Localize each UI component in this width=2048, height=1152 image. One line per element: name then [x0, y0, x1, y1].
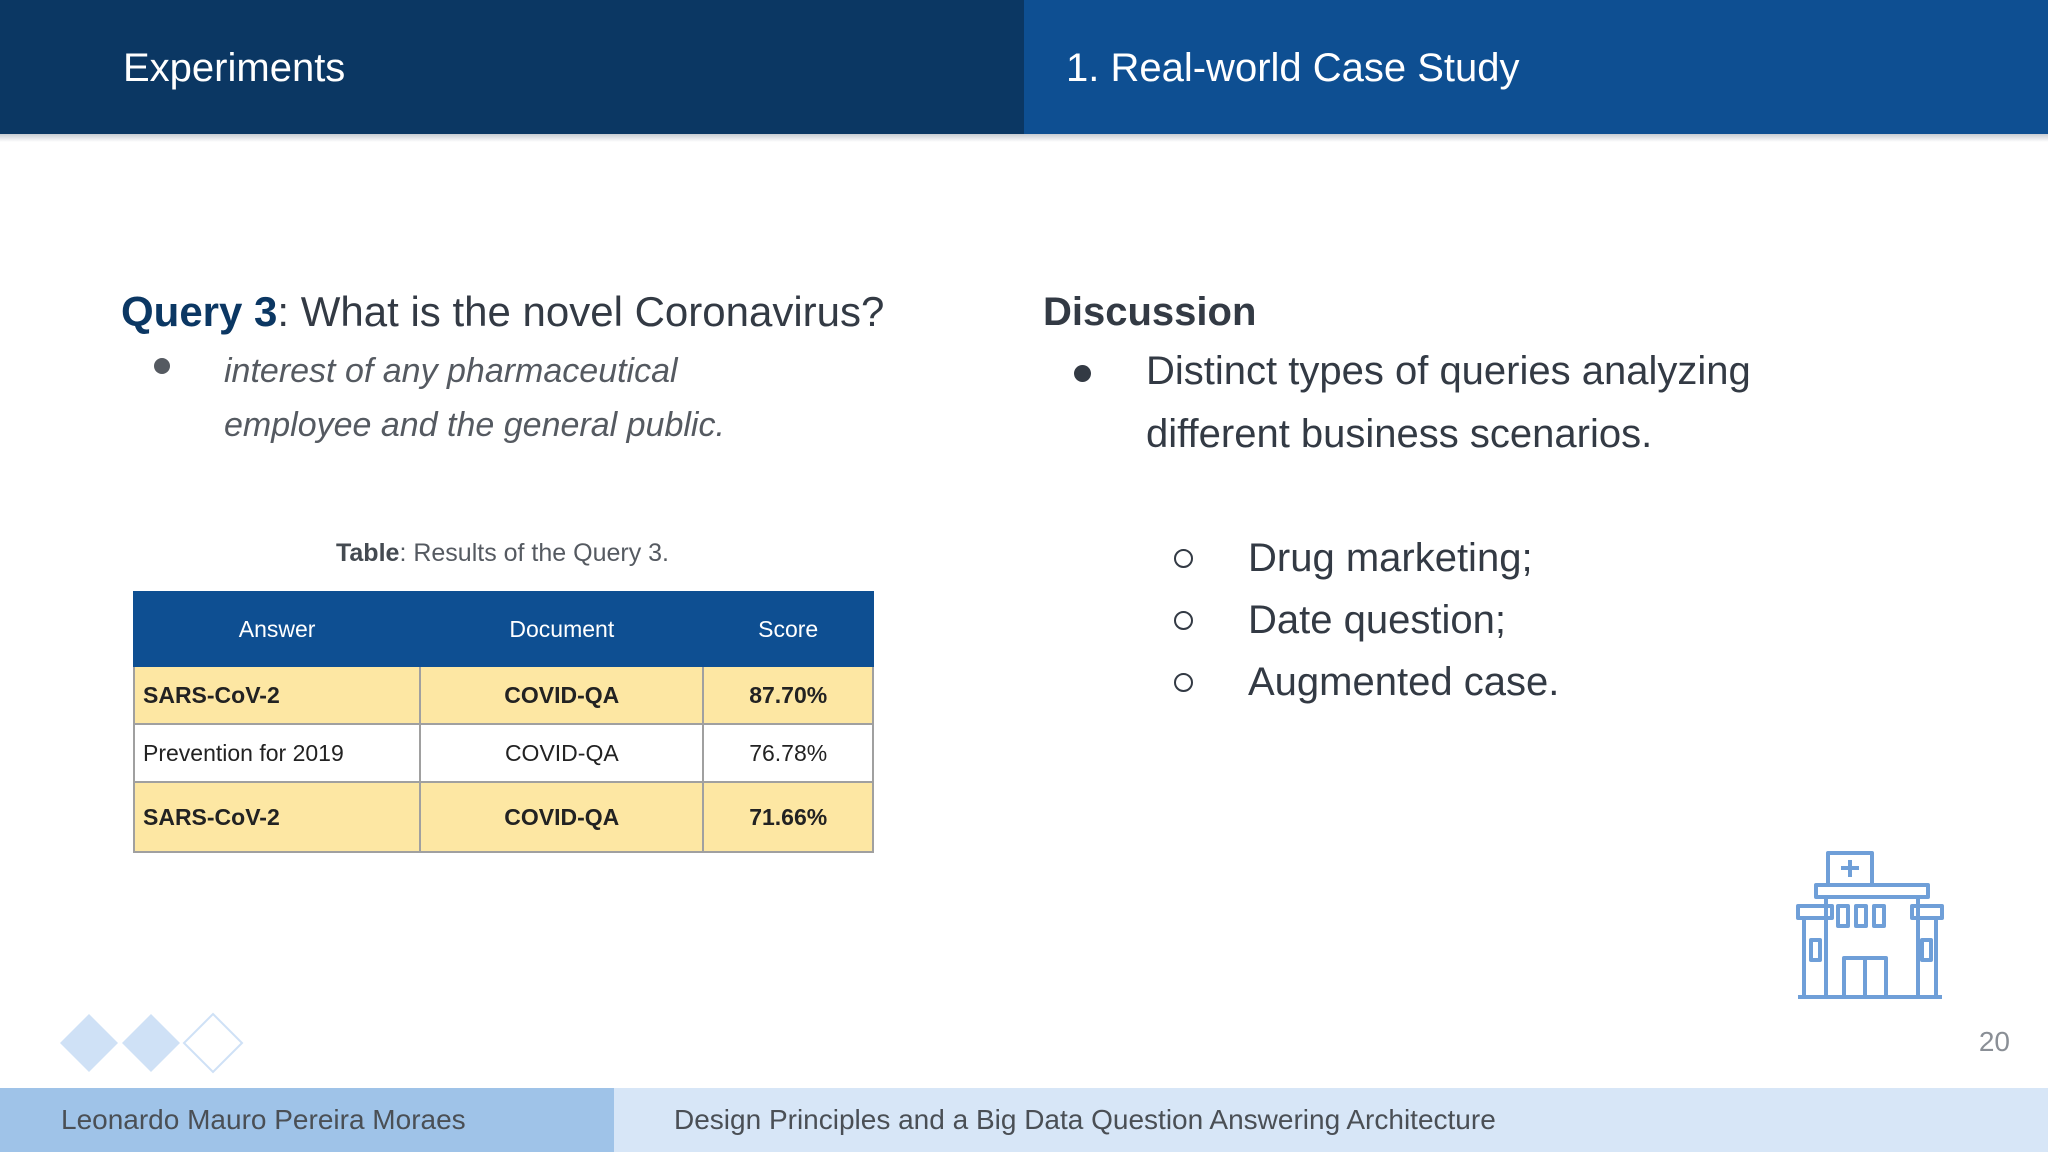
footer-author: Leonardo Mauro Pereira Moraes [61, 1104, 466, 1135]
document-cell: COVID-QA [419, 781, 705, 853]
circle-bullet-icon [1174, 673, 1193, 692]
sub-item-text: Date question; [1248, 598, 1506, 642]
score-cell: 87.70% [702, 665, 874, 725]
table-header-row: Answer Document Score [132, 591, 874, 667]
table-row: SARS-CoV-2 COVID-QA 87.70% [132, 665, 874, 725]
page-number: 20 [1978, 1026, 2010, 1057]
bullet-icon [154, 358, 170, 374]
query-text: : What is the novel Coronavirus? [277, 288, 885, 335]
table-row: Prevention for 2019 COVID-QA 76.78% [132, 723, 874, 783]
footer-talk-title: Design Principles and a Big Data Questio… [674, 1104, 1496, 1135]
query-label: Query 3 [121, 288, 278, 335]
slide-title: 1. Real-world Case Study [1066, 46, 1520, 90]
column-header-answer: Answer [132, 591, 422, 667]
hospital-building-icon [1796, 851, 1944, 999]
sub-item-text: Drug marketing; [1248, 536, 1533, 580]
answer-cell: SARS-CoV-2 [132, 781, 422, 853]
score-cell: 76.78% [702, 723, 874, 783]
document-cell: COVID-QA [419, 665, 705, 725]
header-title-bar [1024, 0, 2048, 134]
query-bullet-text: interest of any pharmaceutical employee … [224, 352, 725, 444]
discussion-heading: Discussion [1043, 290, 1257, 334]
header-shadow [0, 134, 2048, 142]
table-row: SARS-CoV-2 COVID-QA 71.66% [132, 781, 874, 853]
diamond-pattern-icon [60, 1012, 244, 1074]
header-section-bar [0, 0, 1024, 134]
section-title: Experiments [123, 46, 346, 90]
column-header-document: Document [419, 591, 705, 667]
sub-item-text: Augmented case. [1248, 660, 1560, 704]
circle-bullet-icon [1174, 611, 1193, 630]
footer-title-bar [614, 1088, 2048, 1152]
table-caption: Table: Results of the Query 3. [120, 536, 885, 570]
column-header-score: Score [702, 591, 874, 667]
results-table: Answer Document Score SARS-CoV-2 COVID-Q… [132, 591, 874, 853]
discussion-bullet-text: Distinct types of queries analyzing diff… [1146, 349, 1751, 456]
bullet-icon [1074, 365, 1091, 382]
caption-label: Table [335, 539, 400, 567]
document-cell: COVID-QA [419, 723, 705, 783]
answer-cell: SARS-CoV-2 [132, 665, 422, 725]
caption-text: : Results of the Query 3. [399, 539, 670, 567]
circle-bullet-icon [1174, 549, 1193, 568]
score-cell: 71.66% [702, 781, 874, 853]
query-heading: Query 3: What is the novel Coronavirus? [121, 286, 884, 338]
footer-author-bar [0, 1088, 614, 1152]
answer-cell: Prevention for 2019 [132, 723, 422, 783]
